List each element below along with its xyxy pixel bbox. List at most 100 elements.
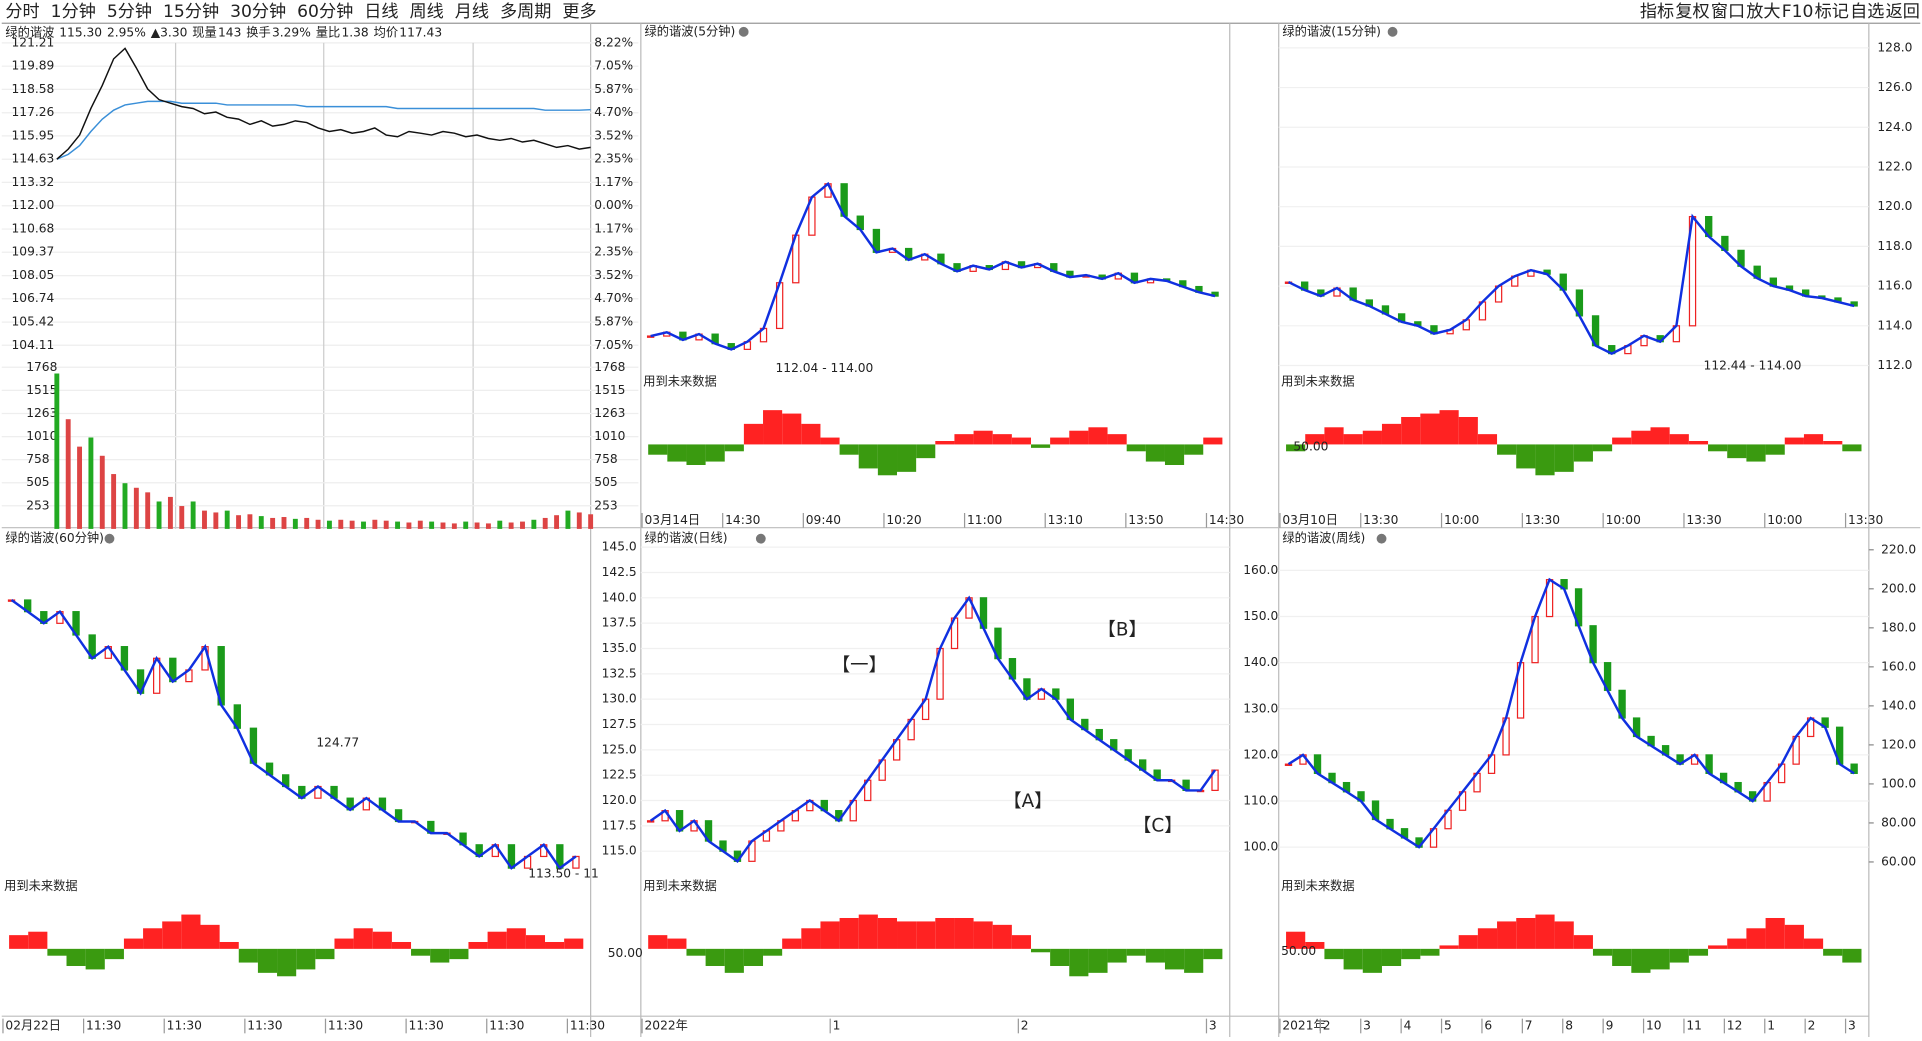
quote-field: 换手 [246, 26, 270, 40]
indicator-bar [1784, 924, 1804, 949]
y-tick-label: 140.0 [602, 590, 637, 604]
annotation: 【B】 [1098, 620, 1147, 641]
indicator-bar [877, 444, 898, 476]
y-tick-label: 126.0 [1877, 80, 1912, 94]
panel-menu[interactable] [104, 533, 115, 544]
indicator-bar [1458, 935, 1478, 949]
y2-tick-label: 200.0 [1881, 581, 1916, 595]
volume-bar [179, 506, 185, 529]
panel-menu[interactable] [738, 26, 749, 37]
volume-bar [190, 501, 196, 529]
x-tick-label: 3 [1848, 1018, 1856, 1032]
x-tick-label: 11 [1686, 1018, 1702, 1032]
quote-field: 117.43 [399, 26, 442, 40]
toolbar-button[interactable]: 放大 [1746, 2, 1780, 22]
price-tick-label: 106.74 [12, 291, 55, 305]
indicator-bar [1688, 948, 1709, 956]
indicator-bar [1050, 437, 1070, 445]
volume-bar [133, 487, 139, 529]
indicator-bar [877, 917, 898, 949]
panel-menu[interactable] [1387, 26, 1398, 37]
x-tick-label: 13:50 [1128, 513, 1163, 527]
indicator-bar [973, 921, 993, 949]
indicator-bar [858, 444, 878, 469]
period-tab[interactable]: 周线 [410, 2, 444, 22]
trend-line [1287, 577, 1855, 849]
panel-menu[interactable] [1376, 533, 1387, 544]
period-tab[interactable]: 月线 [455, 2, 489, 22]
volume-bar [508, 522, 514, 529]
period-tab[interactable]: 更多 [562, 2, 596, 22]
indicator-bar [1030, 444, 1051, 448]
toolbar-button[interactable]: 自选 [1850, 2, 1884, 22]
indicator-bar [763, 948, 783, 956]
indicator-bar [782, 413, 802, 445]
x-tick-label: 09:40 [806, 513, 841, 527]
indicator-bar [296, 948, 316, 970]
indicator-bar [1535, 914, 1555, 949]
x-tick-label: 11:00 [967, 513, 1002, 527]
x-tick-label: 11:30 [167, 1018, 202, 1032]
toolbar-button[interactable]: 指标 [1640, 2, 1674, 22]
indicator-bar [525, 935, 546, 949]
indicator-bar [353, 928, 373, 949]
volume-bar [474, 522, 480, 529]
indicator-bar [257, 948, 278, 973]
toolbar-button[interactable]: 窗口 [1711, 2, 1745, 22]
indicator-bar [66, 948, 86, 966]
indicator-bar [1286, 931, 1306, 949]
indicator-bar [763, 410, 783, 445]
toolbar-button[interactable]: 复权 [1675, 2, 1709, 22]
volume-bar [531, 519, 537, 529]
panel-menu[interactable] [755, 533, 766, 544]
toolbar-button[interactable]: 标记 [1815, 2, 1849, 22]
volume-bar [395, 521, 401, 529]
period-tab[interactable]: 多周期 [500, 2, 551, 22]
indicator-bar [1803, 938, 1824, 949]
indicator-bar [1803, 434, 1824, 445]
indicator-bar [1727, 938, 1747, 949]
volume-bar [281, 517, 287, 529]
period-tab[interactable]: 分时 [5, 2, 39, 22]
period-tab[interactable]: 5分钟 [107, 2, 152, 22]
future-data-note: 用到未来数据 [4, 878, 77, 893]
trend-line [1287, 213, 1855, 355]
indicator-bar [705, 444, 725, 462]
x-tick-label: 7 [1525, 1018, 1533, 1032]
toolbar-button[interactable]: F10 [1782, 2, 1814, 22]
x-tick-label: 03月14日 [645, 513, 701, 527]
indicator-level-label: 50.00 [1281, 944, 1316, 958]
volume-bar [349, 520, 355, 529]
indicator-bar [28, 931, 48, 949]
indicator-bar [686, 948, 706, 956]
vol-tick-label: 1515 [594, 383, 625, 397]
x-tick-label: 2 [1808, 1018, 1816, 1032]
indicator-bar [1184, 948, 1204, 973]
indicator-bar [1362, 948, 1382, 973]
period-tab[interactable]: 60分钟 [297, 2, 353, 22]
panel-title: 绿的谐波(周线) [1282, 530, 1365, 545]
y-tick-label: 124.0 [1877, 120, 1912, 134]
x-tick-label: 13:10 [1048, 513, 1083, 527]
indicator-bar [1516, 917, 1536, 949]
toolbar-button[interactable]: 返回 [1886, 2, 1920, 22]
vol-tick-label: 505 [26, 475, 49, 489]
y-tick-label: 128.0 [1877, 40, 1912, 54]
pct-tick-label: 4.70% [594, 105, 633, 119]
period-tab[interactable]: 15分钟 [163, 2, 219, 22]
volume-bar [338, 519, 344, 529]
indicator-bar [686, 444, 706, 465]
indicator-bar [315, 948, 335, 960]
indicator-bar [1669, 948, 1689, 963]
vol-tick-label: 1010 [594, 429, 625, 443]
x-tick-label: 12 [1727, 1018, 1743, 1032]
period-tab[interactable]: 30分钟 [230, 2, 286, 22]
period-tab[interactable]: 1分钟 [51, 2, 96, 22]
indicator-bar [1050, 948, 1070, 966]
indicator-bar [1669, 434, 1689, 445]
pct-tick-label: 5.87% [594, 315, 633, 329]
volume-bar [111, 474, 117, 529]
indicator-bar [648, 444, 668, 455]
period-tab[interactable]: 日线 [364, 2, 398, 22]
vol-tick-label: 1010 [26, 429, 57, 443]
